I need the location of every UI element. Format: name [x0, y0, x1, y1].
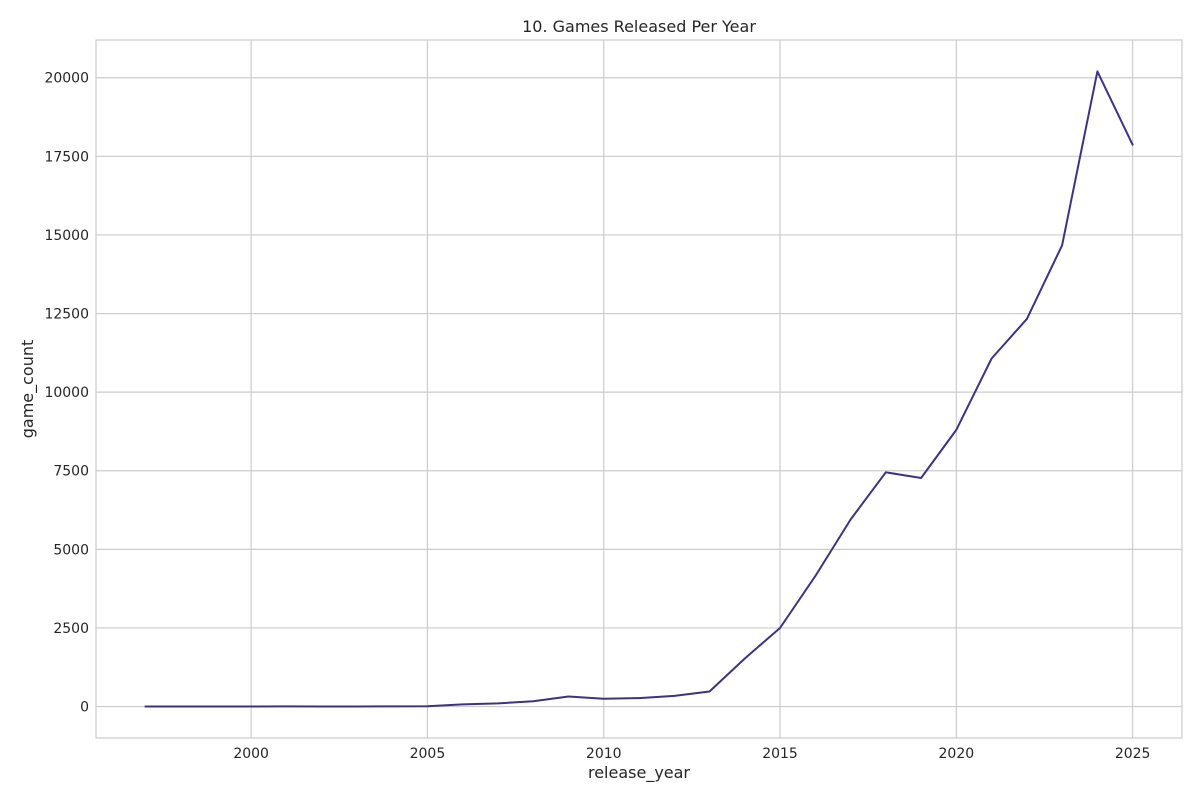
x-tick-label: 2015	[762, 746, 798, 762]
y-tick-label: 5000	[53, 542, 89, 558]
y-tick-label: 12500	[44, 307, 89, 323]
y-tick-label: 10000	[44, 385, 89, 401]
x-axis-title: release_year	[588, 763, 690, 783]
y-tick-label: 17500	[44, 149, 89, 165]
y-axis-ticks: 0 2500 5000 7500 10000 12500 15000 17500 20000	[44, 71, 89, 716]
y-tick-label: 0	[80, 700, 89, 716]
x-tick-label: 2025	[1115, 746, 1151, 762]
y-tick-label: 20000	[44, 71, 89, 87]
x-axis-ticks: 2000 2005 2010 2015 2020 2025	[233, 746, 1150, 762]
plot-frame	[95, 39, 1183, 739]
y-tick-label: 7500	[53, 464, 89, 480]
y-tick-label: 15000	[44, 228, 89, 244]
y-tick-label: 2500	[53, 621, 89, 637]
chart-title: 10. Games Released Per Year	[522, 17, 756, 36]
series-layer	[144, 70, 1134, 708]
y-axis-title: game_count	[18, 340, 38, 439]
x-tick-label: 2010	[586, 746, 622, 762]
grid	[96, 40, 1182, 738]
x-tick-label: 2005	[410, 746, 446, 762]
x-tick-label: 2020	[939, 746, 975, 762]
series-line	[144, 70, 1134, 708]
x-tick-label: 2000	[233, 746, 269, 762]
